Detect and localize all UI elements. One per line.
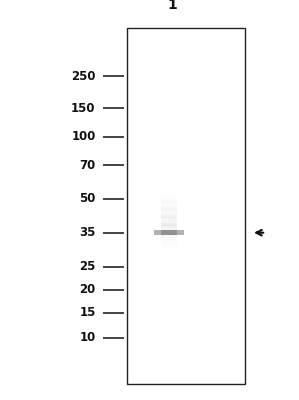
Bar xyxy=(161,205,177,206)
Bar xyxy=(161,195,177,196)
Bar xyxy=(161,199,177,201)
Bar xyxy=(161,203,177,204)
Bar xyxy=(161,229,177,230)
Text: 250: 250 xyxy=(71,70,96,82)
Bar xyxy=(161,219,177,220)
Bar xyxy=(127,28,245,384)
Bar xyxy=(161,225,177,226)
Bar xyxy=(161,226,177,228)
Bar xyxy=(161,194,177,195)
Bar xyxy=(161,224,177,225)
Text: 25: 25 xyxy=(79,260,96,273)
Text: 50: 50 xyxy=(79,192,96,205)
Bar xyxy=(161,210,177,212)
Text: 10: 10 xyxy=(80,331,96,344)
Bar xyxy=(161,202,177,204)
Bar xyxy=(161,214,177,215)
Bar xyxy=(161,206,177,208)
Bar xyxy=(161,216,177,217)
Text: 150: 150 xyxy=(71,102,96,114)
Bar xyxy=(161,212,177,213)
Bar xyxy=(161,222,177,224)
Text: 1: 1 xyxy=(167,0,177,12)
Bar xyxy=(161,222,177,223)
Text: 70: 70 xyxy=(80,158,96,172)
Text: 15: 15 xyxy=(79,306,96,319)
Bar xyxy=(154,230,184,235)
Text: 35: 35 xyxy=(79,226,96,239)
Bar xyxy=(161,216,177,218)
Bar xyxy=(161,198,177,200)
Bar xyxy=(161,228,177,229)
Bar xyxy=(161,211,177,212)
Bar xyxy=(161,227,177,228)
Bar xyxy=(161,196,177,197)
Bar xyxy=(161,200,177,202)
Bar xyxy=(161,214,177,216)
Bar xyxy=(161,208,177,210)
Bar xyxy=(161,217,177,218)
Bar xyxy=(161,201,177,202)
Bar xyxy=(161,206,177,207)
Bar xyxy=(161,208,177,209)
Bar xyxy=(161,230,177,235)
Bar xyxy=(161,204,177,205)
Bar xyxy=(161,220,177,221)
Bar xyxy=(161,224,177,226)
Text: 100: 100 xyxy=(71,130,96,143)
Bar xyxy=(161,218,177,220)
Bar xyxy=(161,213,177,214)
Bar xyxy=(161,209,177,210)
Bar xyxy=(161,197,177,198)
Bar xyxy=(161,221,177,222)
Text: 20: 20 xyxy=(80,283,96,296)
Bar xyxy=(161,198,177,199)
